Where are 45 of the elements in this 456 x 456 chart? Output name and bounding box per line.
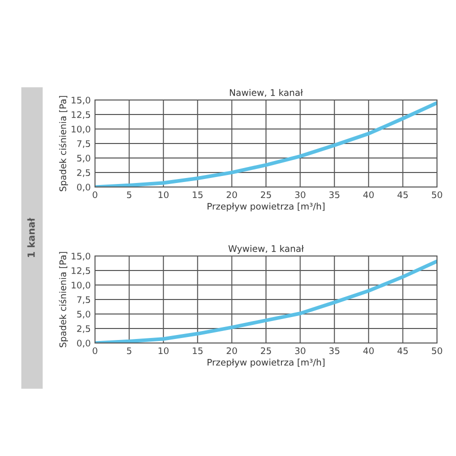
x-tick-label: 40 (363, 191, 374, 198)
y-tick-label: 2,5 (77, 325, 90, 333)
x-tick-label: 25 (260, 347, 271, 354)
x-tick-label: 45 (398, 191, 408, 198)
y-tick-label: 0,0 (77, 340, 90, 348)
y-tick-label: 15,0 (72, 252, 90, 260)
x-tick-label: 15 (192, 347, 203, 354)
x-tick-label: 45 (398, 347, 408, 354)
y-tick-label: 15,0 (72, 96, 90, 104)
x-axis-title: Przepływ powietrza [m³/h] (208, 358, 324, 368)
x-tick-label: 0 (92, 191, 98, 198)
x-tick-label: 40 (363, 347, 374, 354)
x-tick-label: 25 (260, 191, 271, 198)
y-tick-label: 10,0 (72, 282, 90, 290)
y-tick-label: 7,5 (77, 140, 90, 148)
x-tick-label: 5 (127, 347, 132, 354)
x-tick-label: 35 (329, 191, 340, 198)
chart-title: Nawiew, 1 kanał (230, 88, 303, 97)
x-tick-label: 5 (127, 191, 132, 198)
x-tick-label: 0 (92, 347, 98, 354)
x-tick-label: 15 (192, 191, 203, 198)
x-tick-label: 10 (158, 347, 169, 354)
y-tick-label: 10,0 (72, 126, 90, 134)
line-series (95, 101, 437, 187)
y-tick-label: 7,5 (77, 296, 90, 304)
y-tick-label: 5,0 (77, 310, 90, 318)
y-tick-label: 12,5 (72, 111, 90, 119)
x-tick-label: 10 (158, 191, 169, 198)
line-series (95, 259, 437, 343)
x-tick-label: 30 (295, 191, 306, 198)
y-tick-label: 5,0 (77, 154, 90, 162)
x-tick-label: 35 (329, 347, 340, 354)
x-tick-label: 50 (432, 191, 442, 198)
chart-title: Wywiew, 1 kanał (228, 244, 304, 254)
y-tick-label: 12,5 (72, 267, 90, 275)
y-axis-title: Spadek ciśnienia [Pa] (58, 252, 68, 348)
x-axis-title: Przepływ powietrza [m³/h] (208, 202, 324, 212)
x-tick-label: 20 (226, 347, 237, 354)
text: 1 kanał (27, 218, 35, 258)
x-tick-label: 50 (432, 347, 442, 354)
y-tick-label: 0,0 (77, 184, 90, 192)
y-axis-title: Spadek ciśnienia [Pa] (58, 96, 68, 192)
x-tick-label: 30 (295, 347, 306, 354)
y-tick-label: 2,5 (77, 169, 90, 177)
x-tick-label: 20 (226, 191, 237, 198)
